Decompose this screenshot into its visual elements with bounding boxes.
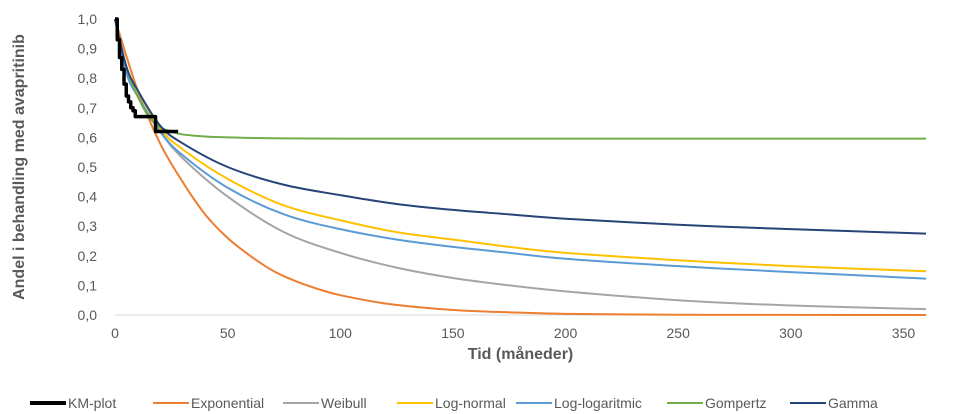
y-tick-label: 0,7: [78, 100, 98, 116]
y-tick-label: 0,6: [78, 129, 98, 145]
x-tick-label: 50: [220, 325, 236, 341]
series-line-gamma: [114, 18, 927, 235]
y-tick-label: 0,2: [78, 248, 98, 264]
y-tick-label: 0,3: [78, 218, 98, 234]
x-tick-label: 0: [111, 325, 119, 341]
legend-label: KM-plot: [68, 395, 116, 411]
series-line-log-logaritmic: [114, 18, 927, 280]
legend-label: Log-normal: [435, 395, 506, 411]
x-tick-label: 250: [667, 325, 691, 341]
legend-label: Log-logaritmic: [554, 395, 642, 411]
x-tick-label: 200: [554, 325, 578, 341]
y-tick-label: 0,0: [78, 307, 98, 323]
legend: KM-plot Exponential Weibull Log-normal Log-l…: [30, 395, 878, 411]
y-tick-label: 0,1: [78, 277, 98, 293]
series-layer: [114, 17, 927, 316]
legend-label: Exponential: [191, 395, 264, 411]
series-line-exponential: [114, 18, 927, 316]
legend-label: Weibull: [321, 395, 367, 411]
y-axis-title: Andel i behandling med avapritinib: [11, 34, 28, 300]
legend-label: Gompertz: [705, 395, 766, 411]
y-tick-labels: 0,0 0,1 0,2 0,3 0,4 0,5 0,6 0,7 0,8 0,9 1,0: [78, 11, 98, 323]
x-tick-labels: 0 50 100 150 200 250 300 350: [111, 325, 915, 341]
y-tick-label: 0,8: [78, 70, 98, 86]
series-line-gompertz: [114, 18, 926, 140]
series-line-weibull: [114, 18, 927, 311]
y-tick-label: 0,5: [78, 159, 98, 175]
series-line-km-plot: [115, 17, 179, 134]
legend-label: Gamma: [828, 395, 878, 411]
x-tick-label: 100: [329, 325, 353, 341]
x-tick-label: 300: [779, 325, 803, 341]
y-tick-label: 0,4: [78, 189, 98, 205]
x-axis-title: Tid (måneder): [468, 345, 574, 363]
x-tick-label: 350: [892, 325, 916, 341]
y-axis-title-group: Andel i behandling med avapritinib: [11, 34, 28, 300]
y-tick-label: 0,9: [78, 41, 98, 57]
x-tick-label: 150: [441, 325, 465, 341]
y-tick-label: 1,0: [78, 11, 98, 27]
series-line-log-normal: [114, 18, 927, 273]
